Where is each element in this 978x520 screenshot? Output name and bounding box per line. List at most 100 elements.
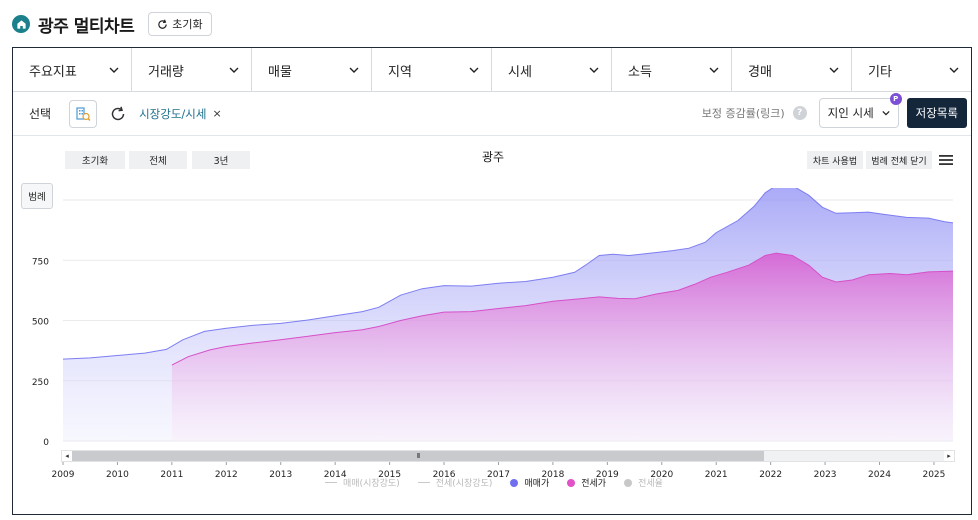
legend-sale-strength[interactable]: 매매(시장강도) <box>325 476 400 489</box>
chart-legend: 매매(시장강도) 전세(시장강도) 매매가 전세가 전세율 <box>325 476 663 489</box>
range-3y-button[interactable]: 3년 <box>192 151 250 169</box>
menu-label: 지역 <box>388 64 412 80</box>
series-area-jeonse <box>171 253 953 441</box>
chart-panel: 주요지표 거래량 매물 지역 시세 소득 경매 기타 선택 시장강도/시세 × <box>12 47 972 515</box>
home-icon[interactable] <box>12 15 30 33</box>
legend-jeonse-strength[interactable]: 전세(시장강도) <box>417 476 493 489</box>
refresh-selection-button[interactable] <box>107 103 129 125</box>
legend-jeonse-rate[interactable]: 전세율 <box>624 476 663 489</box>
close-legend-button[interactable]: 범례 전체 닫기 <box>866 151 932 169</box>
premium-badge: P <box>889 93 902 105</box>
menu-label: 시세 <box>508 64 532 80</box>
range-all-button[interactable]: 전체 <box>129 151 187 169</box>
series-areas <box>62 188 954 441</box>
tag-label: 시장강도/시세 <box>139 106 207 121</box>
x-tick-label: 2024 <box>868 470 891 480</box>
refresh-icon <box>158 19 168 29</box>
chart-scrollbar[interactable]: ◂ III ▸ <box>61 450 955 462</box>
save-list-button[interactable]: 저장목록 <box>906 98 967 128</box>
x-tick-label: 2018 <box>541 470 564 480</box>
menu-price[interactable]: 시세 <box>492 48 612 92</box>
menu-label: 매물 <box>268 64 292 80</box>
chevron-down-icon <box>709 67 719 73</box>
x-tick-label: 2021 <box>705 470 728 480</box>
menu-label: 경매 <box>748 64 772 80</box>
chevron-down-icon <box>229 67 239 73</box>
menu-label: 소득 <box>628 64 652 80</box>
x-tick-label: 2020 <box>650 470 673 480</box>
close-icon[interactable]: × <box>212 107 222 120</box>
x-tick-label: 2012 <box>215 470 238 480</box>
legend-label: 전세(시장강도) <box>435 479 493 489</box>
select-label: 선택 <box>29 107 52 121</box>
chevron-down-icon <box>949 67 959 73</box>
x-tick-label: 2009 <box>52 470 75 480</box>
x-tick-label: 2013 <box>269 470 292 480</box>
x-tick-label: 2023 <box>814 470 837 480</box>
building-search-icon <box>76 106 91 121</box>
menu-main-indicators[interactable]: 주요지표 <box>13 48 132 92</box>
legend-sale-price[interactable]: 매매가 <box>510 476 549 489</box>
app-header: 광주 멀티차트 초기화 <box>12 10 212 38</box>
area-chart: 0 250 500 750 2009 2010 2011 2012 2013 2014 2015 20… <box>32 188 954 480</box>
menu-auction[interactable]: 경매 <box>732 48 852 92</box>
x-tick-label: 2022 <box>759 470 782 480</box>
menu-listings[interactable]: 매물 <box>252 48 372 92</box>
chart-help-button[interactable]: 차트 사용법 <box>807 151 863 169</box>
x-tick-label: 2016 <box>433 470 456 480</box>
legend-dot-marker <box>510 478 519 487</box>
selection-toolbar: 선택 시장강도/시세 × 보정 증감률(링크) ? 지인 시세 P <box>13 92 971 136</box>
reset-button[interactable]: 초기화 <box>148 12 212 36</box>
hamburger-menu-icon[interactable] <box>939 154 953 166</box>
chevron-down-icon <box>589 67 599 73</box>
scroll-thumb[interactable]: III <box>72 451 764 461</box>
x-tick-label: 2015 <box>378 470 401 480</box>
legend-label: 전세율 <box>638 479 663 489</box>
y-tick-label: 250 <box>32 378 49 388</box>
legend-label: 매매(시장강도) <box>343 479 400 489</box>
legend-label: 전세가 <box>581 479 607 489</box>
correction-link[interactable]: 보정 증감률(링크) <box>701 107 785 120</box>
chart-reset-button[interactable]: 초기화 <box>65 151 125 169</box>
chevron-down-icon <box>829 67 839 73</box>
chevron-down-icon <box>349 67 359 73</box>
legend-label: 매매가 <box>524 479 550 489</box>
legend-jeonse-price[interactable]: 전세가 <box>567 476 606 489</box>
selected-tag: 시장강도/시세 × <box>139 106 222 122</box>
series-line-sale <box>62 188 954 360</box>
category-menu: 주요지표 거래량 매물 지역 시세 소득 경매 기타 <box>13 48 971 92</box>
refresh-icon <box>111 106 125 120</box>
legend-dot-marker <box>567 478 576 487</box>
chevron-down-icon <box>469 67 479 73</box>
price-source-select[interactable]: 지인 시세 P <box>818 93 902 128</box>
x-tick-label: 2010 <box>106 470 129 480</box>
menu-label: 거래량 <box>148 64 184 80</box>
legend-dot-marker <box>624 478 633 487</box>
y-tick-label: 0 <box>43 438 49 448</box>
toolbar-right: 보정 증감률(링크) ? 지인 시세 P 저장목록 <box>701 93 967 128</box>
x-tick-label: 2014 <box>324 470 347 480</box>
legend-toggle-button[interactable]: 범례 <box>21 183 53 209</box>
chevron-down-icon <box>109 67 119 73</box>
select-region-button[interactable] <box>69 99 98 128</box>
price-source-value: 지인 시세 <box>827 106 874 120</box>
x-tick-label: 2019 <box>596 470 619 480</box>
legend-line-marker <box>325 482 337 483</box>
scroll-right-arrow[interactable]: ▸ <box>944 451 954 461</box>
page-title: 광주 멀티차트 <box>38 16 135 37</box>
scroll-left-arrow[interactable]: ◂ <box>62 451 72 461</box>
x-tick-label: 2025 <box>922 470 945 480</box>
series-line-jeonse <box>171 252 954 366</box>
chevron-down-icon <box>882 110 890 116</box>
y-tick-label: 500 <box>32 318 49 328</box>
x-tick-label: 2011 <box>160 470 183 480</box>
menu-etc[interactable]: 기타 <box>852 48 971 92</box>
chart-title: 광주 <box>481 150 505 164</box>
legend-line-marker <box>417 482 430 483</box>
reset-label: 초기화 <box>172 18 203 31</box>
menu-region[interactable]: 지역 <box>372 48 492 92</box>
menu-volume[interactable]: 거래량 <box>132 48 252 92</box>
menu-label: 기타 <box>868 64 892 80</box>
menu-income[interactable]: 소득 <box>612 48 732 92</box>
help-icon[interactable]: ? <box>792 106 807 120</box>
